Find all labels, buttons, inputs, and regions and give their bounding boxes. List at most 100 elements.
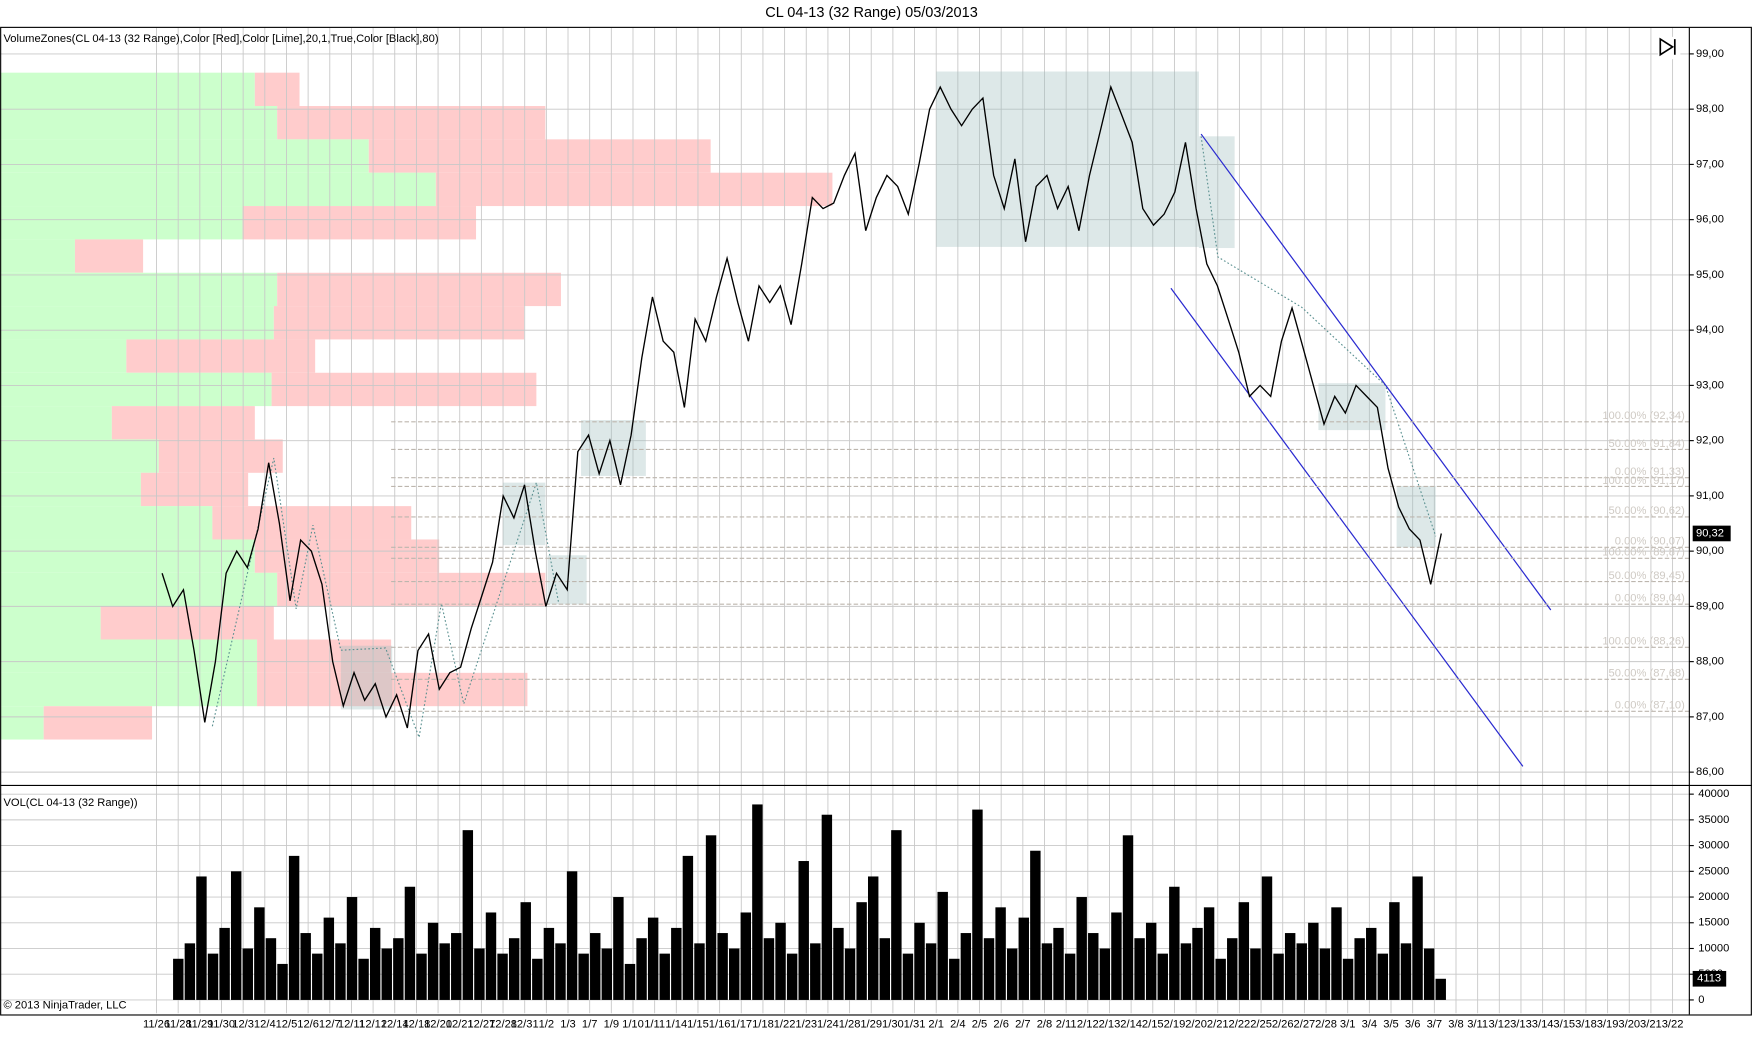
volume-bar (960, 933, 972, 1000)
zone-up (0, 506, 213, 540)
volume-bar (1331, 907, 1342, 1000)
volume-bar (1366, 927, 1377, 1000)
zone-down (242, 206, 477, 240)
volume-bar (254, 907, 265, 1000)
volume-bar (1145, 922, 1157, 1000)
volume-bar (1018, 917, 1029, 1000)
x-tick-label: 12/27 (467, 1018, 495, 1030)
volume-bar (717, 933, 728, 1000)
volume-bar (265, 938, 277, 1000)
volume-bar (1215, 958, 1226, 1000)
volume-bar (949, 958, 960, 1000)
volume-bar (972, 809, 983, 1000)
volume-bar (288, 855, 300, 1000)
volume-bar (369, 927, 381, 1000)
x-tick-label: 2/21 (1207, 1018, 1229, 1030)
box (1318, 383, 1386, 431)
volume-bar (752, 804, 763, 1000)
volume-bar (393, 938, 404, 1000)
x-tick-label: 12/31 (511, 1018, 539, 1030)
x-tick-label: 12/20 (424, 1018, 452, 1030)
x-tick-label: 2/1 (928, 1018, 944, 1030)
volume-bar (1076, 897, 1087, 1000)
zone-down (158, 439, 283, 473)
volume-bar (1227, 938, 1238, 1000)
volume-bar (775, 922, 786, 1000)
y-tick-label: 0 (1698, 994, 1704, 1006)
volume-bar (694, 943, 705, 1000)
y-tick-label: 96,00 (1696, 214, 1724, 226)
frame (0, 26, 1752, 1016)
volume-bar (729, 948, 740, 1000)
volume-bar (601, 948, 613, 1000)
x-tick-label: 2/4 (950, 1018, 966, 1030)
volume-bar (451, 933, 462, 1000)
zone-up (0, 106, 278, 140)
volume-bar (323, 917, 335, 1000)
volume-bar (786, 953, 798, 1000)
volume-bar (937, 891, 948, 1000)
y-tick-label: 99,00 (1696, 48, 1724, 60)
x-tick-label: 2/20 (1185, 1018, 1207, 1030)
x-tick-label: 2/19 (1164, 1018, 1186, 1030)
box (1198, 136, 1235, 249)
x-tick-label: 12/12 (359, 1018, 387, 1030)
y-tick-label: 87,00 (1696, 711, 1724, 723)
zone-up (0, 139, 369, 173)
x-tick-label: 3/12 (1488, 1018, 1510, 1030)
volume-bar (1041, 943, 1053, 1000)
volume-bar (647, 917, 659, 1000)
volume-bar (1006, 948, 1018, 1000)
x-tick-label: 3/7 (1427, 1018, 1443, 1030)
volume-bar (578, 953, 589, 1000)
volume-bar (856, 902, 867, 1000)
x-tick-label: 2/15 (1142, 1018, 1164, 1030)
volume-bar (1284, 933, 1296, 1000)
last-volume-box (1692, 970, 1727, 987)
x-tick-label: 2/25 (1250, 1018, 1272, 1030)
channel (1170, 133, 1552, 767)
volume-bar (914, 922, 925, 1000)
volume-bar (1099, 948, 1111, 1000)
zone-down (257, 639, 392, 673)
zone-down (277, 572, 546, 607)
fib-label: 100.00% (88,26) (1602, 636, 1685, 648)
zone-down (271, 372, 537, 407)
x-tick-label: 2/8 (1037, 1018, 1053, 1030)
volume-bar (277, 963, 288, 1000)
x-tick-label: 12/7 (319, 1018, 341, 1030)
volume-bar (1308, 922, 1319, 1000)
volume-bar (508, 938, 520, 1000)
zone-down (435, 172, 833, 207)
zone-up (0, 539, 255, 573)
box (502, 482, 546, 546)
x-tick-label: 3/8 (1448, 1018, 1464, 1030)
volume-bar (1389, 902, 1400, 1000)
x-tick-label: 2/7 (1015, 1018, 1031, 1030)
zone-down (277, 272, 561, 307)
fib-label: 50.00% (91,84) (1609, 438, 1686, 450)
x-tick-label: 1/7 (582, 1018, 598, 1030)
icon[interactable] (1659, 37, 1676, 57)
zone-down (74, 239, 144, 273)
volume-bar (1273, 953, 1284, 1000)
x-tick-label: 1/24 (817, 1018, 839, 1030)
y-tick-label: 15000 (1698, 917, 1729, 929)
x-tick-label: 1/10 (622, 1018, 644, 1030)
y-tick-label: 97,00 (1696, 158, 1724, 170)
x-tick-label: 2/5 (972, 1018, 988, 1030)
zone-up (0, 172, 436, 207)
volume-bar (844, 948, 856, 1000)
zone-up (0, 439, 159, 473)
play-icon[interactable] (1658, 36, 1681, 60)
volume-bar (671, 927, 682, 1000)
x-tick-label: 12/4 (254, 1018, 276, 1030)
marks: 100.00% (92,34) 50.00% (91,84) 0.00% (91,3… (161, 84, 1690, 1000)
volume-bar (613, 897, 624, 1000)
volume-bar (925, 943, 937, 1000)
x-tick-label: 11/30 (208, 1018, 235, 1030)
zigzag-line (1200, 136, 1437, 537)
volume-bar (705, 835, 717, 1000)
x-tick-label: 3/6 (1405, 1018, 1421, 1030)
box (340, 645, 393, 710)
